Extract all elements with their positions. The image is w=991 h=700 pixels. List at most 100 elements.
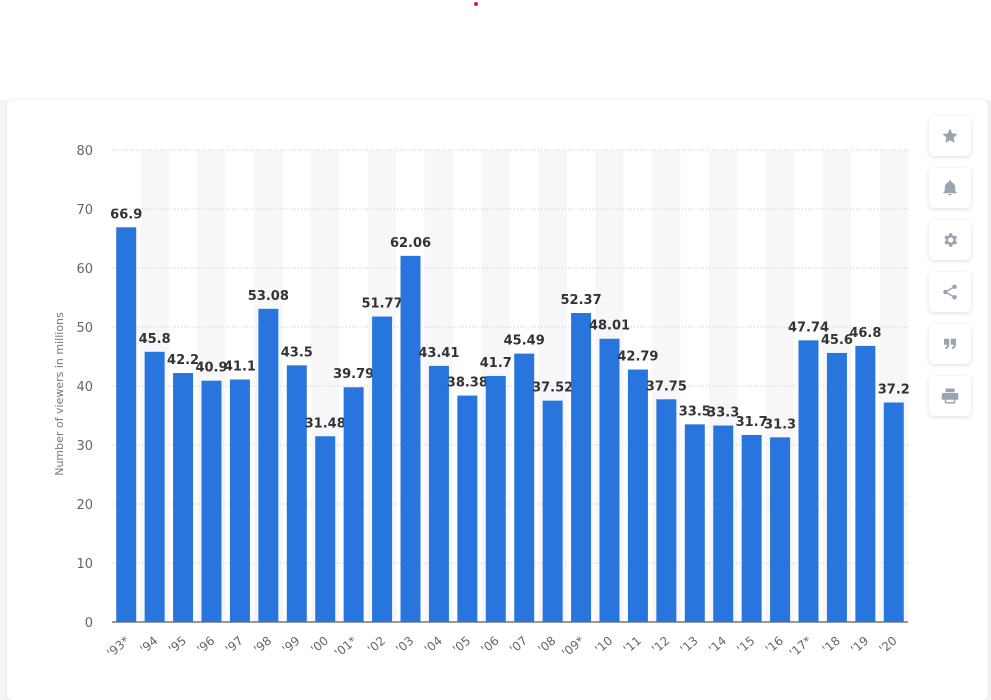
data-label: 48.01 — [589, 319, 630, 334]
bar[interactable] — [770, 437, 791, 622]
data-label: 45.8 — [139, 332, 171, 347]
y-axis-title: Number of viewers in millions — [53, 312, 66, 476]
bar[interactable] — [798, 340, 819, 622]
print-button[interactable] — [929, 376, 971, 416]
bar[interactable] — [400, 255, 421, 622]
quote-icon — [944, 338, 956, 350]
data-label: 46.8 — [849, 326, 881, 341]
x-tick-label: '93* — [104, 634, 132, 661]
x-tick-label: '19 — [848, 634, 871, 657]
x-tick-label: '94 — [137, 634, 160, 657]
data-label: 53.08 — [248, 289, 289, 304]
bell-icon — [943, 180, 957, 196]
data-label: 47.74 — [788, 320, 829, 335]
bar[interactable] — [428, 365, 449, 622]
data-label: 45.49 — [504, 334, 545, 349]
settings-button[interactable] — [929, 220, 971, 260]
favorite-button[interactable] — [929, 116, 971, 156]
gear-icon — [944, 233, 958, 247]
y-tick-label: 30 — [76, 439, 93, 454]
x-tick-label: '14 — [706, 634, 729, 657]
x-tick-label: '01* — [332, 634, 360, 661]
x-tick-label: '04 — [422, 634, 445, 657]
y-tick-label: 40 — [76, 380, 93, 395]
x-tick-label: '13 — [677, 634, 700, 657]
bar[interactable] — [372, 316, 393, 622]
data-label: 43.41 — [418, 346, 459, 361]
bar[interactable] — [741, 434, 762, 622]
data-label: 37.52 — [532, 381, 573, 396]
x-tick-label: '15 — [734, 634, 757, 657]
bar[interactable] — [826, 352, 847, 622]
x-tick-label: '03 — [393, 634, 416, 657]
x-tick-label: '06 — [478, 634, 501, 657]
x-tick-label: '99 — [279, 634, 302, 657]
bar[interactable] — [571, 313, 592, 622]
bar[interactable] — [116, 227, 137, 623]
bar[interactable] — [627, 369, 648, 622]
y-tick-label: 20 — [76, 498, 93, 513]
x-tick-label: '11 — [621, 634, 644, 657]
data-label: 43.5 — [281, 345, 313, 360]
x-tick-label: '00 — [308, 634, 331, 657]
bar[interactable] — [656, 399, 677, 622]
data-label: 52.37 — [561, 293, 602, 308]
data-label: 42.2 — [167, 353, 199, 368]
x-tick-label: '12 — [649, 634, 672, 657]
x-tick-label: '05 — [450, 634, 473, 657]
y-tick-label: 50 — [76, 321, 93, 336]
data-label: 31.3 — [764, 417, 796, 432]
y-tick-label: 70 — [76, 203, 93, 218]
page-header-area — [0, 0, 991, 100]
share-button[interactable] — [929, 272, 971, 312]
data-label: 39.79 — [333, 367, 374, 382]
data-label: 31.7 — [736, 415, 768, 430]
bar[interactable] — [343, 387, 364, 622]
bar[interactable] — [286, 365, 307, 622]
bar[interactable] — [542, 400, 563, 622]
chart-toolbar — [929, 116, 973, 428]
x-tick-label: '08 — [535, 634, 558, 657]
data-label: 41.7 — [480, 356, 512, 371]
data-label: 41.1 — [224, 360, 256, 375]
bar[interactable] — [514, 353, 535, 622]
data-label: 62.06 — [390, 236, 431, 251]
bar[interactable] — [201, 380, 222, 622]
bar[interactable] — [855, 345, 876, 622]
share-icon — [943, 284, 957, 300]
x-tick-label: '10 — [592, 634, 615, 657]
bar[interactable] — [144, 351, 165, 622]
data-label: 45.6 — [821, 333, 853, 348]
data-label: 33.3 — [707, 406, 739, 421]
bar[interactable] — [258, 308, 279, 622]
x-tick-label: '96 — [194, 634, 217, 657]
x-tick-label: '97 — [223, 634, 246, 657]
bar[interactable] — [684, 424, 705, 622]
bar[interactable] — [713, 425, 734, 622]
bar[interactable] — [599, 338, 620, 622]
data-label: 38.38 — [447, 376, 488, 391]
data-label: 42.79 — [617, 350, 658, 365]
bar[interactable] — [229, 379, 250, 622]
x-tick-label: '09* — [559, 634, 587, 661]
x-tick-label: '20 — [876, 634, 899, 657]
x-tick-label: '95 — [166, 634, 189, 657]
cite-button[interactable] — [929, 324, 971, 364]
data-label: 31.48 — [305, 416, 346, 431]
star-icon — [942, 128, 958, 143]
print-icon — [941, 388, 959, 404]
y-tick-label: 80 — [76, 144, 93, 159]
bar[interactable] — [173, 373, 194, 622]
bar[interactable] — [883, 402, 904, 622]
notification-button[interactable] — [929, 168, 971, 208]
x-tick-label: '18 — [820, 634, 843, 657]
x-tick-label: '02 — [365, 634, 388, 657]
bar[interactable] — [485, 375, 506, 622]
data-label: 37.2 — [878, 383, 910, 398]
x-tick-label: '98 — [251, 634, 274, 657]
bar[interactable] — [315, 436, 336, 622]
bar[interactable] — [457, 395, 478, 622]
y-tick-label: 10 — [76, 557, 93, 572]
y-tick-label: 60 — [76, 262, 93, 277]
data-label: 51.77 — [362, 297, 403, 312]
